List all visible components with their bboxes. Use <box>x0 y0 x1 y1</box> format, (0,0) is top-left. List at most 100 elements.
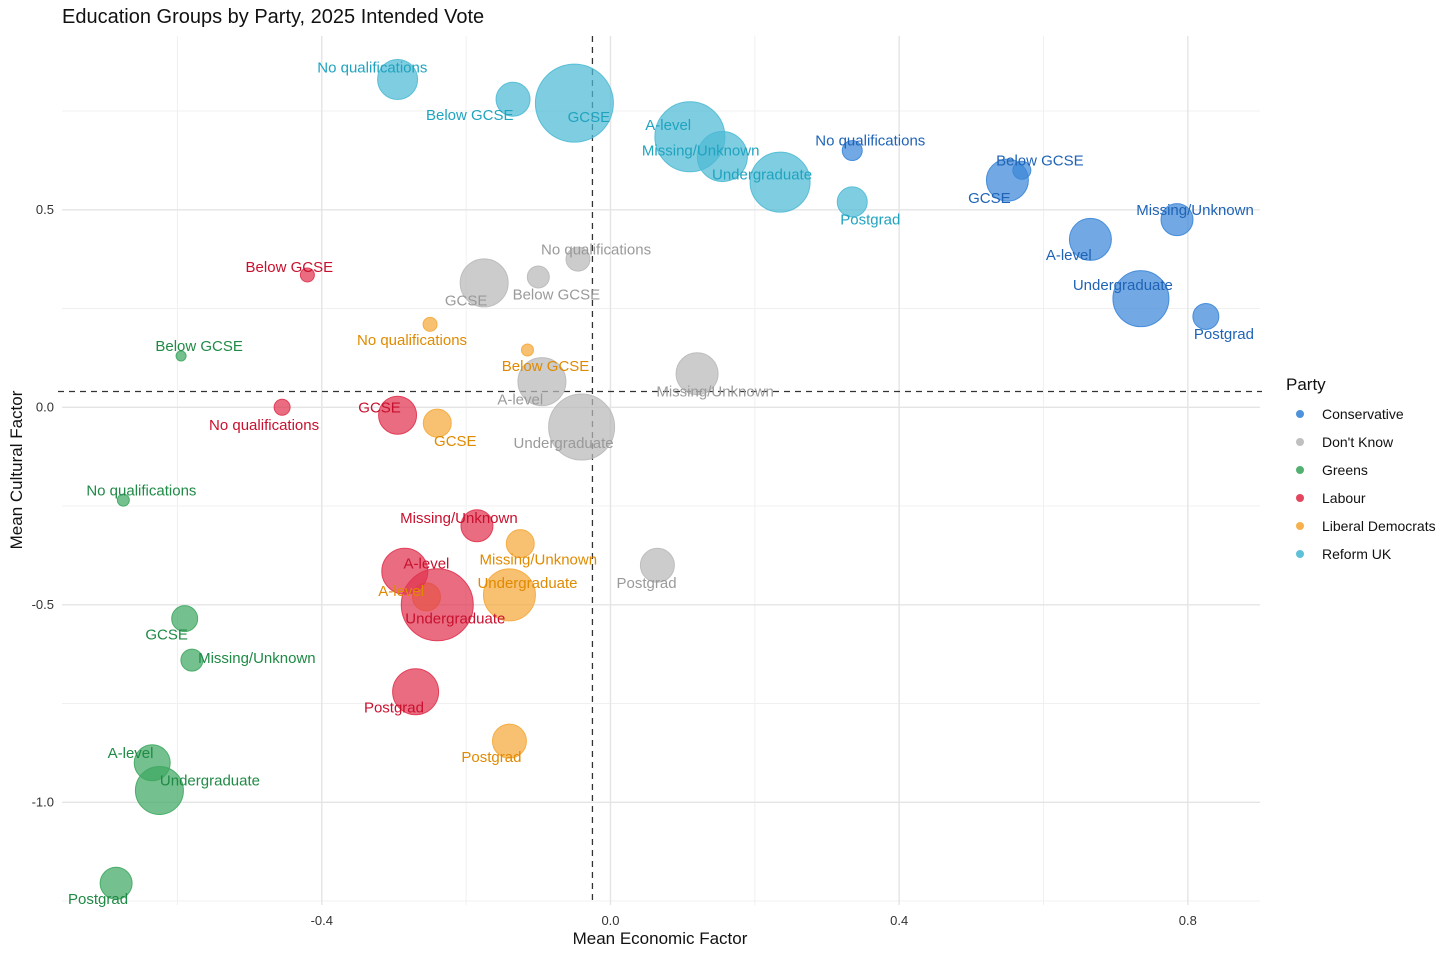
data-point <box>491 723 527 759</box>
data-label: Undergraduate <box>514 435 614 452</box>
data-point <box>517 357 567 407</box>
data-label: GCSE <box>434 433 477 450</box>
data-label: Undergraduate <box>712 166 812 183</box>
data-label: Postgrad <box>364 700 424 717</box>
x-tick-label: -0.4 <box>311 913 333 928</box>
legend-label: Greens <box>1322 462 1368 478</box>
x-tick-label: 0.8 <box>1179 913 1197 928</box>
data-label: Below GCSE <box>502 358 590 375</box>
data-label: Undergraduate <box>477 575 577 592</box>
data-label: A-level <box>1046 247 1092 264</box>
data-point <box>134 765 184 815</box>
data-label: Below GCSE <box>155 338 243 355</box>
data-point <box>171 605 199 633</box>
legend-label: Liberal Democrats <box>1322 518 1436 534</box>
chart-title: Education Groups by Party, 2025 Intended… <box>62 6 484 28</box>
data-label: A-level <box>404 555 450 572</box>
data-label: Undergraduate <box>160 773 260 790</box>
grid <box>62 36 1260 905</box>
data-point <box>548 393 616 461</box>
data-point <box>1112 270 1170 328</box>
data-point <box>377 58 419 100</box>
x-tick-label: 0.0 <box>601 913 619 928</box>
data-label: Missing/Unknown <box>480 551 598 568</box>
legend-key <box>1296 438 1304 446</box>
data-label: Missing/Unknown <box>400 510 518 527</box>
data-label: No qualifications <box>815 133 925 150</box>
data-label: No qualifications <box>86 482 196 499</box>
data-point <box>985 158 1029 202</box>
data-label: GCSE <box>568 109 611 126</box>
data-label: Missing/Unknown <box>642 143 760 160</box>
data-point <box>696 130 748 182</box>
data-label: GCSE <box>145 626 188 643</box>
legend-label: Labour <box>1322 490 1366 506</box>
data-label: GCSE <box>358 399 401 416</box>
data-point <box>565 246 591 272</box>
data-point <box>175 350 187 362</box>
legend-title: Party <box>1286 375 1326 394</box>
data-label: Missing/Unknown <box>656 384 774 401</box>
data-label: Undergraduate <box>405 611 505 628</box>
legend-key <box>1296 522 1304 530</box>
legend-key <box>1296 550 1304 558</box>
data-points <box>99 58 1220 900</box>
data-label: Undergraduate <box>1073 277 1173 294</box>
y-tick-label: 0.0 <box>36 399 54 414</box>
data-point <box>1068 217 1112 261</box>
data-point <box>422 316 438 332</box>
data-label: Missing/Unknown <box>1136 202 1254 219</box>
data-point <box>526 265 550 289</box>
data-label: GCSE <box>968 190 1011 207</box>
data-label: Below GCSE <box>996 152 1084 169</box>
data-point <box>1160 203 1194 237</box>
data-label: A-level <box>108 745 154 762</box>
legend-key <box>1296 410 1304 418</box>
data-point <box>459 258 509 308</box>
data-point <box>460 509 494 543</box>
data-point <box>400 568 474 642</box>
data-point <box>180 648 204 672</box>
data-point <box>482 568 536 622</box>
data-label: No qualifications <box>541 241 651 258</box>
data-label: A-level <box>497 391 543 408</box>
data-label: GCSE <box>445 293 488 310</box>
legend-key <box>1296 494 1304 502</box>
data-labels: No qualifications Below GCSE GCSE A-level Mi… <box>68 60 1254 908</box>
data-point <box>836 186 868 218</box>
data-point <box>534 63 614 143</box>
data-label: Missing/Unknown <box>198 650 316 667</box>
data-label: No qualifications <box>209 417 319 434</box>
x-axis-title: Mean Economic Factor <box>573 929 748 948</box>
data-point <box>392 668 440 716</box>
data-label: A-level <box>645 117 691 134</box>
data-point <box>116 493 130 507</box>
y-axis-title: Mean Cultural Factor <box>7 390 26 549</box>
y-tick-label: -0.5 <box>32 597 54 612</box>
data-point <box>841 140 863 162</box>
legend-label: Don't Know <box>1322 434 1394 450</box>
data-label: Postgrad <box>461 749 521 766</box>
data-label: No qualifications <box>357 332 467 349</box>
data-label: Below GCSE <box>513 287 601 304</box>
data-label: Below GCSE <box>246 259 334 276</box>
legend: Party Conservative Don't Know Greens Labour… <box>1286 375 1436 562</box>
data-point <box>99 866 133 900</box>
legend-label: Reform UK <box>1322 546 1392 562</box>
data-label: Postgrad <box>840 212 900 229</box>
data-point <box>299 267 315 283</box>
data-label: No qualifications <box>317 60 427 77</box>
x-tick-label: 0.4 <box>890 913 908 928</box>
data-point <box>639 547 675 583</box>
data-point <box>1192 302 1220 330</box>
y-tick-label: -1.0 <box>32 794 54 809</box>
data-point <box>749 151 811 213</box>
tick-labels: -0.4 0.0 0.4 0.8 -1.0 -0.5 0.0 0.5 <box>32 202 1197 928</box>
data-point <box>675 352 719 396</box>
legend-label: Conservative <box>1322 406 1404 422</box>
data-point <box>520 343 534 357</box>
reference-lines <box>58 36 1262 905</box>
data-label: Postgrad <box>617 575 677 592</box>
legend-key <box>1296 466 1304 474</box>
